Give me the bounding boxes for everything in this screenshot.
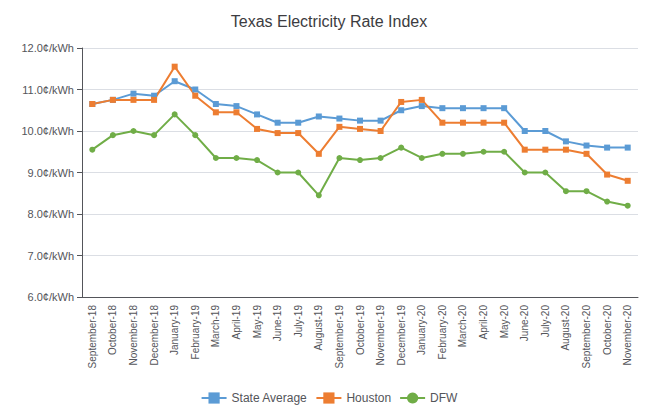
- svg-text:8.0¢/kWh: 8.0¢/kWh: [28, 208, 74, 220]
- svg-text:9.0¢/kWh: 9.0¢/kWh: [28, 167, 74, 179]
- svg-text:July-20: July-20: [540, 305, 551, 338]
- svg-text:December-19: December-19: [396, 305, 407, 366]
- svg-text:August-19: August-19: [313, 305, 324, 351]
- svg-text:April-20: April-20: [478, 305, 489, 340]
- svg-text:10.0¢/kWh: 10.0¢/kWh: [21, 125, 74, 137]
- svg-text:November-20: November-20: [622, 305, 633, 366]
- svg-text:DFW: DFW: [430, 391, 458, 405]
- svg-text:May-19: May-19: [252, 305, 263, 339]
- svg-text:April-19: April-19: [231, 305, 242, 340]
- svg-text:11.0¢/kWh: 11.0¢/kWh: [22, 84, 74, 96]
- svg-text:February-20: February-20: [437, 305, 448, 360]
- svg-text:June-20: June-20: [519, 305, 530, 342]
- svg-text:February-19: February-19: [190, 305, 201, 360]
- svg-text:January-19: January-19: [169, 305, 180, 355]
- svg-text:November-18: November-18: [128, 305, 139, 366]
- svg-text:January-20: January-20: [416, 305, 427, 355]
- svg-text:State Average: State Average: [232, 391, 307, 405]
- svg-text:September-18: September-18: [87, 305, 98, 369]
- svg-text:September-19: September-19: [334, 305, 345, 369]
- svg-text:March-19: March-19: [210, 305, 221, 348]
- svg-text:October-19: October-19: [355, 305, 366, 355]
- svg-text:October-20: October-20: [602, 305, 613, 355]
- svg-text:7.0¢/kWh: 7.0¢/kWh: [28, 250, 74, 262]
- svg-text:December-18: December-18: [149, 305, 160, 366]
- svg-text:August-20: August-20: [560, 305, 571, 351]
- svg-text:September-20: September-20: [581, 305, 592, 369]
- svg-text:March-20: March-20: [457, 305, 468, 348]
- svg-text:July-19: July-19: [293, 305, 304, 338]
- svg-text:Houston: Houston: [346, 391, 391, 405]
- svg-text:Texas Electricity Rate Index: Texas Electricity Rate Index: [231, 13, 428, 30]
- svg-text:12.0¢/kWh: 12.0¢/kWh: [21, 42, 74, 54]
- svg-text:November-19: November-19: [375, 305, 386, 366]
- svg-text:6.0¢/kWh: 6.0¢/kWh: [28, 291, 74, 303]
- svg-text:June-19: June-19: [272, 305, 283, 342]
- svg-text:October-18: October-18: [107, 305, 118, 355]
- svg-text:May-20: May-20: [499, 305, 510, 339]
